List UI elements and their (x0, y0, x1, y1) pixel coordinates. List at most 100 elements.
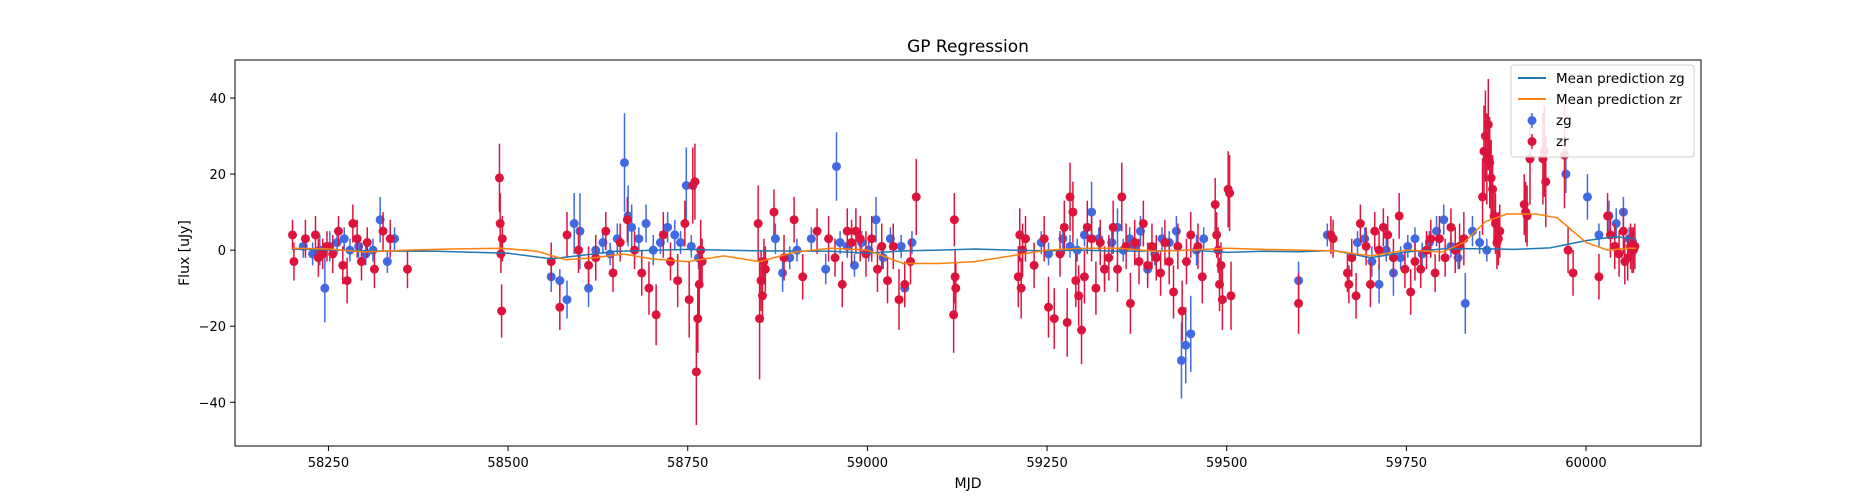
zr-data-point (1039, 234, 1049, 244)
zr-series (287, 79, 1640, 426)
zr-data-point (1488, 184, 1498, 194)
zr-data-point (690, 177, 700, 187)
zg-data-point (575, 226, 585, 236)
zr-data-point (1104, 253, 1114, 263)
zr-data-point (1160, 238, 1170, 248)
zg-data-point (1199, 234, 1209, 244)
zr-data-point (830, 253, 840, 263)
zr-data-point (1630, 241, 1640, 251)
zr-data-point (1055, 249, 1065, 259)
zg-data-point (871, 215, 881, 225)
legend-box (1510, 64, 1695, 158)
zg-data-point (1582, 192, 1592, 202)
zr-data-point (1426, 234, 1436, 244)
zr-data-point (1181, 257, 1191, 267)
zr-data-point (1169, 287, 1179, 297)
zr-data-point (1216, 260, 1226, 270)
zr-data-point (949, 310, 959, 320)
y-tick-label: 40 (209, 92, 226, 107)
zr-data-point (328, 249, 338, 259)
zr-data-point (757, 291, 767, 301)
zr-data-point (1068, 207, 1078, 217)
zg-data-point (778, 268, 788, 278)
y-axis-label: Flux [uJy] (177, 220, 193, 286)
data-points (287, 79, 1640, 426)
zr-data-point (369, 264, 379, 274)
plot-area-frame (234, 59, 1702, 447)
zg-data-point (1460, 298, 1470, 308)
zr-data-point (1344, 279, 1354, 289)
zg-data-point (555, 276, 565, 286)
zr-data-point (1091, 283, 1101, 293)
zg-data-point (1410, 234, 1420, 244)
zr-data-point (684, 295, 694, 305)
zr-data-point (1079, 272, 1089, 282)
mean-prediction-zr-line (292, 213, 1637, 265)
y-tick-label: −40 (199, 396, 226, 411)
x-tick-label: 58250 (308, 456, 349, 471)
zr-data-point (497, 306, 507, 316)
zr-data-point (1370, 226, 1380, 236)
zr-data-point (691, 367, 701, 377)
x-axis: 58250 58500 58750 59000 59250 59500 59750 60000 (308, 446, 1607, 471)
zg-data-point (1439, 215, 1449, 225)
zr-data-point (494, 173, 504, 183)
zr-data-point (1342, 268, 1352, 278)
zr-data-point (1541, 177, 1551, 187)
legend-label-mean-zr: Mean prediction zr (1556, 92, 1682, 108)
zr-data-point (584, 260, 594, 270)
zg-data-point (1475, 238, 1485, 248)
zr-data-point (555, 302, 565, 312)
zr-data-point (1130, 238, 1140, 248)
zr-data-point (1618, 226, 1628, 236)
zr-data-point (872, 264, 882, 274)
zr-data-point (1406, 287, 1416, 297)
chart-title: GP Regression (907, 37, 1029, 57)
zg-data-point (368, 245, 378, 255)
zr-data-point (1143, 260, 1153, 270)
y-tick-label: 20 (209, 168, 226, 183)
zr-data-point (1361, 241, 1371, 251)
mean-prediction-zg-line (292, 236, 1637, 260)
x-tick-label: 58750 (667, 456, 708, 471)
zr-data-point (1563, 245, 1573, 255)
zr-data-point (1087, 234, 1097, 244)
zg-data-point (792, 245, 802, 255)
zr-data-point (900, 279, 910, 289)
zg-data-point (1176, 355, 1186, 365)
zr-data-point (651, 310, 661, 320)
zr-data-point (1043, 302, 1053, 312)
zr-data-point (1100, 264, 1110, 274)
zr-data-point (1495, 226, 1505, 236)
zr-data-point (1049, 314, 1059, 324)
zr-data-point (789, 215, 799, 225)
zr-data-point (385, 234, 395, 244)
zr-data-point (894, 295, 904, 305)
zg-data-point (831, 161, 841, 171)
zr-data-point (753, 219, 763, 229)
zr-data-point (352, 234, 362, 244)
zr-data-point (1217, 295, 1227, 305)
zr-data-point (1328, 234, 1338, 244)
zr-data-point (680, 219, 690, 229)
zr-data-point (658, 230, 668, 240)
zg-data-point (1482, 245, 1492, 255)
zr-data-point (1383, 230, 1393, 240)
zr-data-point (1138, 219, 1148, 229)
zr-data-point (333, 226, 343, 236)
zr-data-point (1568, 268, 1578, 278)
y-tick-label: −20 (199, 320, 226, 335)
x-tick-label: 59000 (847, 456, 888, 471)
zr-data-point (888, 241, 898, 251)
zr-data-point (837, 279, 847, 289)
zr-data-point (1483, 120, 1493, 130)
zr-data-point (318, 249, 328, 259)
zr-data-point (574, 245, 584, 255)
y-tick-label: 0 (218, 244, 226, 259)
zr-data-point (949, 215, 959, 225)
zr-data-point (1486, 173, 1496, 183)
zr-data-point (402, 264, 412, 274)
zr-data-point (1522, 211, 1532, 221)
zr-data-point (496, 249, 506, 259)
